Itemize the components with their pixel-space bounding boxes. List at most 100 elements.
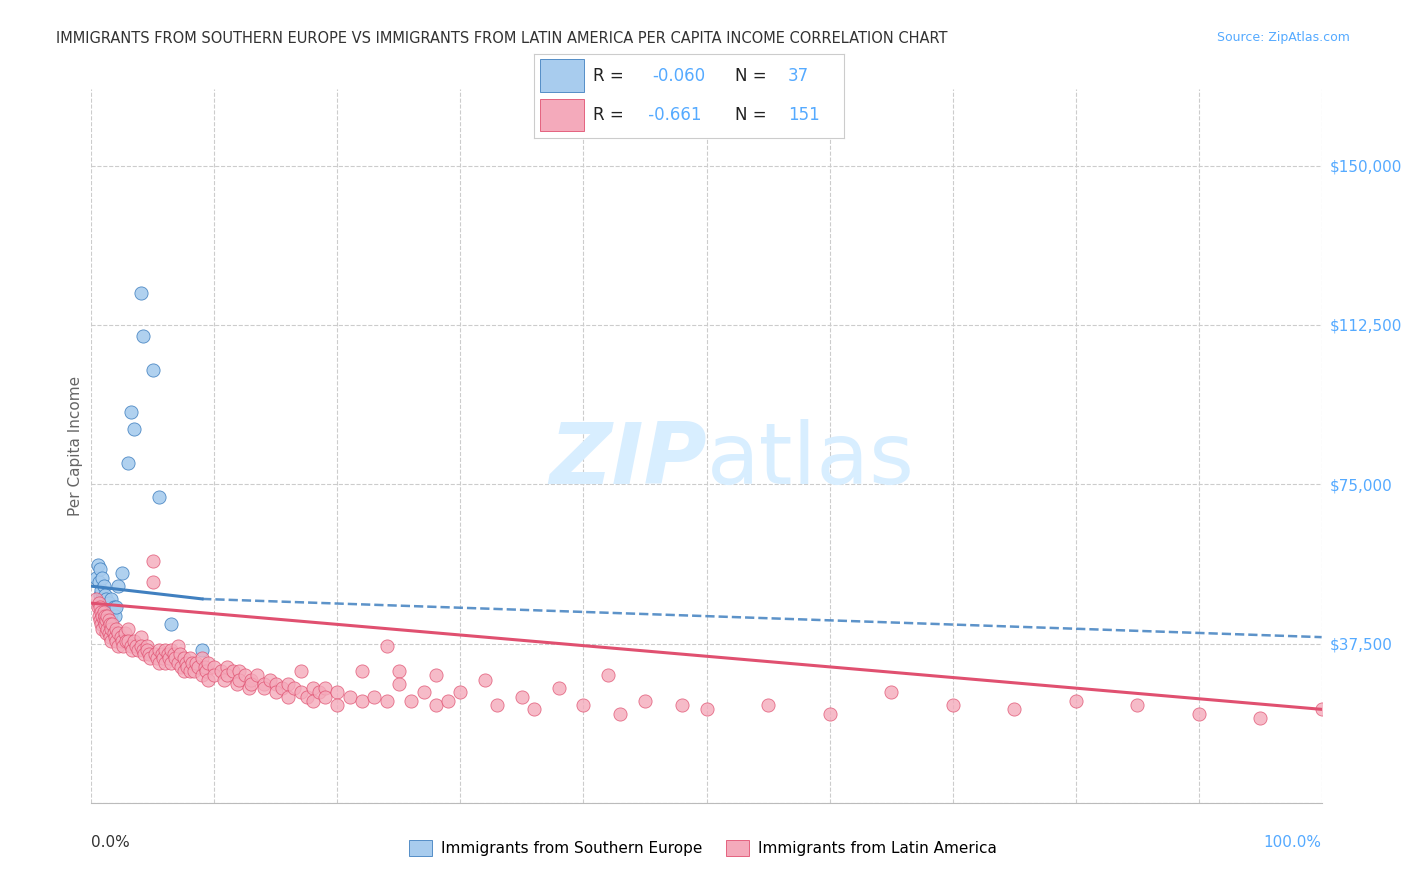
Point xyxy=(96,626,117,640)
Point xyxy=(96,605,117,619)
Point xyxy=(94,588,117,602)
Point xyxy=(91,591,114,606)
Point xyxy=(135,639,157,653)
Point xyxy=(87,574,110,589)
Point xyxy=(105,622,127,636)
Point xyxy=(98,630,121,644)
Point xyxy=(86,600,108,615)
Point xyxy=(148,656,170,670)
Point xyxy=(111,634,134,648)
Point xyxy=(253,677,276,691)
Point xyxy=(474,673,496,687)
Point xyxy=(124,639,146,653)
Point xyxy=(150,647,173,661)
Text: 100.0%: 100.0% xyxy=(1264,836,1322,850)
Point xyxy=(142,554,165,568)
Point xyxy=(1310,702,1333,716)
Point xyxy=(290,685,312,699)
Point xyxy=(117,622,139,636)
Point xyxy=(326,698,349,712)
Point xyxy=(107,579,129,593)
Point xyxy=(212,673,235,687)
Point xyxy=(166,656,188,670)
Point xyxy=(96,608,118,623)
Point xyxy=(117,634,139,648)
Text: -0.661: -0.661 xyxy=(643,106,702,124)
Point xyxy=(100,634,122,648)
Point xyxy=(486,698,509,712)
Point xyxy=(111,566,134,581)
Point xyxy=(96,591,117,606)
Point xyxy=(96,600,118,615)
Point xyxy=(93,605,115,619)
Point xyxy=(228,673,250,687)
Point xyxy=(110,630,132,644)
Point xyxy=(352,664,374,678)
Point xyxy=(253,681,276,695)
Point xyxy=(100,613,122,627)
Point xyxy=(277,677,299,691)
Point xyxy=(671,698,693,712)
Point xyxy=(215,668,238,682)
Point xyxy=(314,690,336,704)
Point xyxy=(89,613,111,627)
Point xyxy=(425,698,447,712)
Point xyxy=(97,596,120,610)
Point xyxy=(124,634,146,648)
Point xyxy=(191,643,214,657)
Point xyxy=(510,690,533,704)
Point xyxy=(572,698,595,712)
Point xyxy=(97,605,120,619)
Point xyxy=(173,651,195,665)
Point xyxy=(197,673,219,687)
Point xyxy=(191,668,214,682)
Point xyxy=(132,328,155,343)
Point xyxy=(202,668,225,682)
Point xyxy=(89,600,111,615)
Point xyxy=(449,685,471,699)
Bar xyxy=(540,60,583,92)
Point xyxy=(153,656,177,670)
Point xyxy=(145,651,167,665)
Text: IMMIGRANTS FROM SOUTHERN EUROPE VS IMMIGRANTS FROM LATIN AMERICA PER CAPITA INCO: IMMIGRANTS FROM SOUTHERN EUROPE VS IMMIG… xyxy=(56,31,948,46)
Point xyxy=(179,664,201,678)
Point xyxy=(1064,694,1087,708)
Point xyxy=(259,673,281,687)
Point xyxy=(139,651,162,665)
Bar xyxy=(540,99,583,131)
Point xyxy=(412,685,434,699)
Point xyxy=(163,647,186,661)
Point xyxy=(112,639,135,653)
Point xyxy=(225,677,247,691)
Point xyxy=(160,656,183,670)
Point xyxy=(399,694,422,708)
Point xyxy=(134,647,156,661)
Point xyxy=(308,685,330,699)
Y-axis label: Per Capita Income: Per Capita Income xyxy=(67,376,83,516)
Text: R =: R = xyxy=(593,106,624,124)
Point xyxy=(98,600,121,615)
Point xyxy=(228,664,250,678)
Point xyxy=(609,706,631,721)
Point xyxy=(104,630,127,644)
Point xyxy=(96,622,118,636)
Point xyxy=(94,617,117,632)
Point xyxy=(145,647,166,661)
Text: atlas: atlas xyxy=(706,418,914,502)
Point xyxy=(181,656,204,670)
Point xyxy=(290,664,312,678)
Point xyxy=(89,562,111,576)
Point xyxy=(86,558,108,572)
Point xyxy=(156,647,179,661)
Point xyxy=(314,681,336,695)
Point xyxy=(264,685,287,699)
Point xyxy=(129,630,152,644)
Text: R =: R = xyxy=(593,67,624,85)
Point xyxy=(523,702,546,716)
Point xyxy=(363,690,385,704)
Point xyxy=(375,694,398,708)
Point xyxy=(277,690,299,704)
Point xyxy=(240,677,263,691)
Point xyxy=(160,643,183,657)
Point xyxy=(87,608,110,623)
